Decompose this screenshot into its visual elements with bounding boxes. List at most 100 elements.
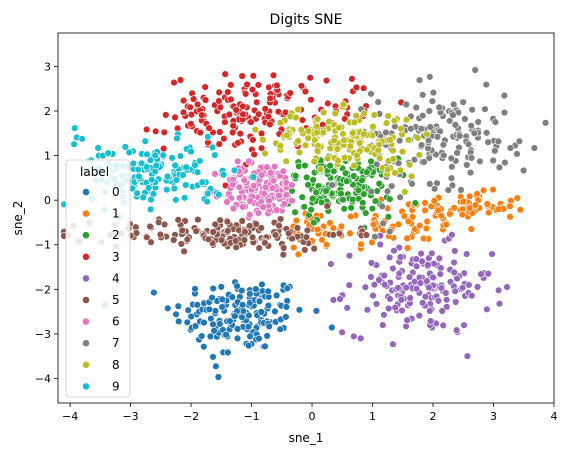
point-digit-0 xyxy=(226,317,234,325)
plot-frame xyxy=(57,32,555,404)
point-digit-5 xyxy=(146,222,154,231)
point-digit-4 xyxy=(439,321,447,330)
point-digit-3 xyxy=(254,81,263,89)
point-digit-8 xyxy=(331,109,339,118)
point-digit-5 xyxy=(271,231,280,239)
point-digit-7 xyxy=(453,149,461,157)
point-digit-5 xyxy=(232,243,240,252)
point-digit-1 xyxy=(400,212,409,220)
point-digit-7 xyxy=(447,154,455,163)
x-tick-label: −2 xyxy=(183,410,199,423)
point-digit-4 xyxy=(402,283,410,292)
point-digit-7 xyxy=(448,163,456,171)
point-digit-9 xyxy=(70,140,78,148)
point-digit-7 xyxy=(471,66,479,74)
point-digit-4 xyxy=(329,296,338,304)
point-digit-3 xyxy=(179,96,188,105)
point-digit-3 xyxy=(201,83,209,91)
point-digit-6 xyxy=(240,176,248,185)
point-digit-4 xyxy=(430,260,438,268)
point-digit-8 xyxy=(352,111,360,120)
point-digit-6 xyxy=(246,211,254,219)
point-digit-3 xyxy=(232,106,240,114)
point-digit-4 xyxy=(372,300,381,308)
point-digit-3 xyxy=(198,111,206,119)
point-digit-0 xyxy=(193,301,202,309)
x-tick-label: −3 xyxy=(122,410,138,423)
point-digit-4 xyxy=(397,296,406,304)
point-digit-0 xyxy=(231,312,239,320)
point-digit-8 xyxy=(363,146,371,154)
point-digit-2 xyxy=(348,195,357,204)
point-digit-7 xyxy=(426,123,434,131)
point-digit-1 xyxy=(422,224,431,233)
legend-marker xyxy=(82,382,90,391)
point-digit-6 xyxy=(235,183,244,192)
point-digit-5 xyxy=(323,202,331,210)
point-digit-2 xyxy=(375,179,383,188)
point-digit-4 xyxy=(483,305,491,313)
point-digit-8 xyxy=(335,123,343,132)
point-digit-8 xyxy=(339,100,347,108)
point-digit-8 xyxy=(334,157,342,165)
point-digit-7 xyxy=(420,158,428,166)
point-digit-9 xyxy=(125,148,134,157)
point-digit-8 xyxy=(313,115,322,123)
point-digit-0 xyxy=(312,307,321,315)
point-digit-0 xyxy=(264,287,272,295)
point-digit-3 xyxy=(307,95,315,104)
point-digit-4 xyxy=(345,281,353,289)
point-digit-7 xyxy=(396,193,404,201)
point-digit-9 xyxy=(219,171,228,179)
point-digit-8 xyxy=(389,146,397,155)
point-digit-3 xyxy=(221,118,229,126)
point-digit-0 xyxy=(228,293,237,301)
point-digit-1 xyxy=(458,210,466,219)
point-digit-4 xyxy=(452,298,460,306)
point-digit-5 xyxy=(132,229,141,237)
point-digit-2 xyxy=(363,168,371,176)
point-digit-7 xyxy=(463,161,471,169)
point-digit-9 xyxy=(134,165,143,174)
point-digit-3 xyxy=(322,76,331,85)
point-digit-2 xyxy=(411,199,419,207)
point-digit-9 xyxy=(137,159,146,168)
point-digit-6 xyxy=(246,197,254,205)
point-digit-2 xyxy=(354,186,363,195)
point-digit-4 xyxy=(338,328,346,336)
point-digit-7 xyxy=(412,103,420,112)
point-digit-4 xyxy=(434,297,443,305)
legend-entry-label: 2 xyxy=(112,228,120,242)
point-digit-3 xyxy=(196,128,205,137)
point-digit-7 xyxy=(467,154,476,162)
point-digit-4 xyxy=(375,276,383,284)
point-digit-0 xyxy=(233,325,242,333)
point-digit-3 xyxy=(243,80,251,89)
point-digit-3 xyxy=(220,135,228,143)
point-digit-4 xyxy=(468,292,476,300)
y-tick-label: 1 xyxy=(44,150,51,163)
point-digit-2 xyxy=(295,162,303,171)
point-digit-1 xyxy=(337,222,346,231)
point-digit-0 xyxy=(209,320,217,328)
point-digit-4 xyxy=(402,322,410,330)
point-digit-7 xyxy=(402,100,410,109)
point-digit-5 xyxy=(238,217,246,225)
point-digit-3 xyxy=(186,103,194,111)
point-digit-9 xyxy=(133,189,141,197)
point-digit-5 xyxy=(276,215,285,223)
point-digit-1 xyxy=(473,190,481,198)
point-digit-6 xyxy=(211,170,219,178)
point-digit-4 xyxy=(426,307,434,315)
point-digit-7 xyxy=(374,98,382,106)
point-digit-0 xyxy=(257,308,265,316)
point-digit-8 xyxy=(360,109,368,118)
legend-marker xyxy=(82,231,90,240)
point-digit-9 xyxy=(94,144,102,152)
point-digit-4 xyxy=(343,304,351,312)
point-digit-4 xyxy=(450,258,458,267)
point-digit-6 xyxy=(288,181,296,189)
point-digit-8 xyxy=(340,153,349,162)
point-digit-9 xyxy=(147,195,155,204)
point-digit-4 xyxy=(376,240,384,249)
